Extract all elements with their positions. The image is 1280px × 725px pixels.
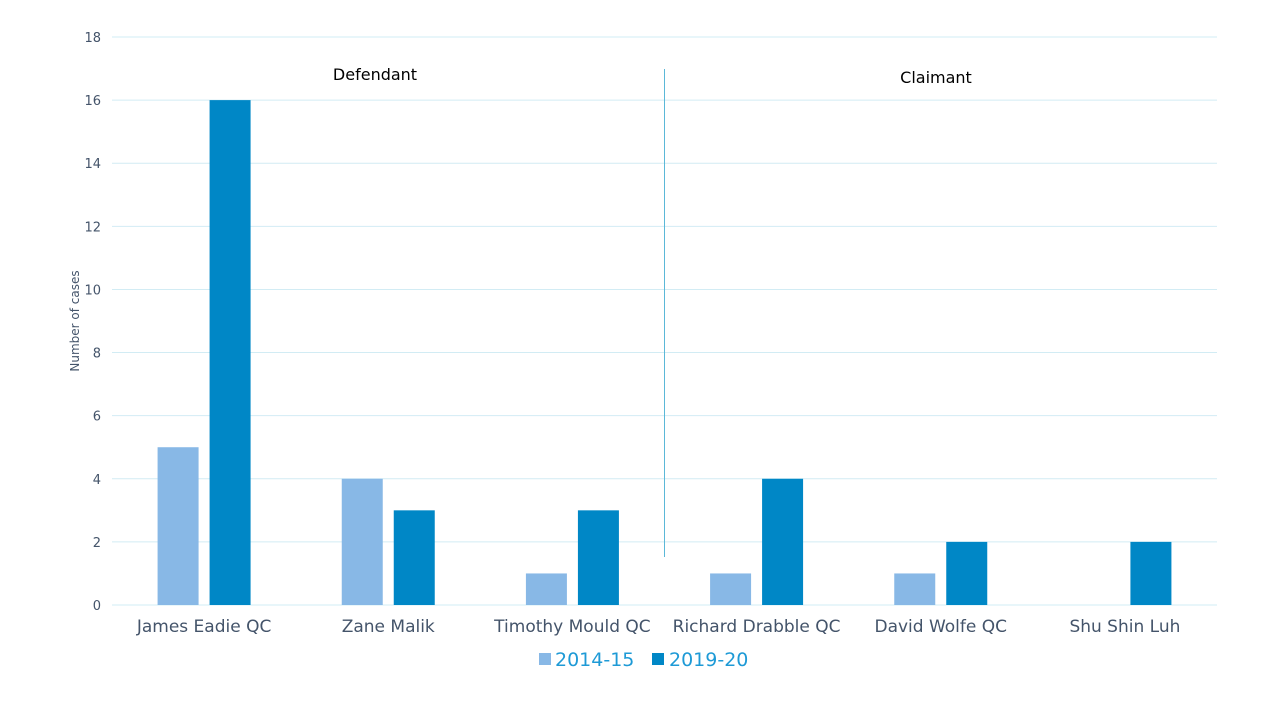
y-tick-label: 10 — [84, 283, 101, 298]
category-label: Shu Shin Luh — [1069, 617, 1180, 637]
bar-2019-20-1 — [393, 510, 435, 605]
legend-label-0: 2014-15 — [555, 649, 634, 671]
y-tick-label: 14 — [84, 157, 101, 172]
category-label: Zane Malik — [342, 617, 435, 637]
bar-2019-20-0 — [209, 100, 251, 605]
bar-2019-20-2 — [577, 510, 619, 605]
category-label: James Eadie QC — [136, 617, 272, 637]
y-tick-label: 8 — [93, 347, 101, 362]
y-axis-title: Number of cases — [68, 270, 82, 371]
bar-2019-20-4 — [946, 541, 988, 605]
category-label: David Wolfe QC — [874, 617, 1007, 637]
bar-2019-20-3 — [762, 478, 804, 605]
legend-label-1: 2019-20 — [669, 649, 748, 671]
bar-2014-15-1 — [341, 478, 383, 605]
category-label: Richard Drabble QC — [673, 617, 841, 637]
y-tick-label: 18 — [84, 31, 101, 46]
y-tick-label: 2 — [93, 536, 101, 551]
bar-2019-20-5 — [1130, 541, 1172, 605]
bar-2014-15-2 — [525, 573, 567, 605]
bar-2014-15-3 — [710, 573, 752, 605]
y-tick-label: 4 — [93, 473, 101, 488]
y-tick-label: 16 — [84, 94, 101, 109]
bar-2014-15-0 — [157, 447, 199, 605]
category-label: Timothy Mould QC — [493, 617, 650, 637]
y-tick-label: 12 — [84, 220, 101, 235]
y-tick-label: 6 — [93, 410, 101, 425]
y-tick-label: 0 — [93, 599, 101, 614]
group-label-1: Claimant — [900, 68, 972, 87]
legend-swatch-1 — [652, 653, 664, 665]
legend-swatch-0 — [539, 653, 551, 665]
bar-2014-15-4 — [894, 573, 936, 605]
group-label-0: Defendant — [333, 65, 417, 84]
